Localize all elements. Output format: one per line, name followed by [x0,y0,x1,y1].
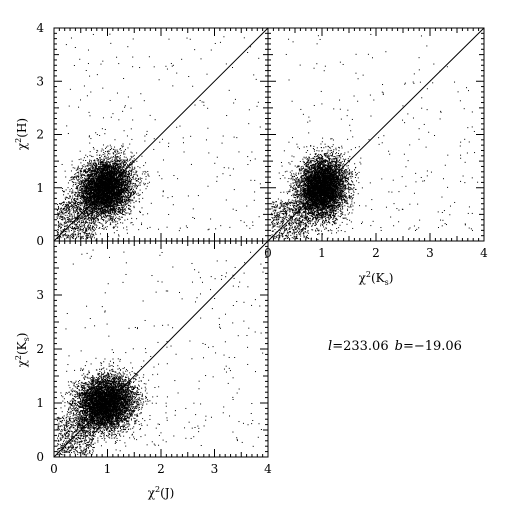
x-tick-label: 3 [426,246,434,260]
x-tick-label: 1 [104,462,112,476]
x-tick-label: 4 [264,462,272,476]
y-tick-label: 3 [36,74,44,88]
y-tick-label: 4 [36,21,44,35]
scatter-points [56,249,264,456]
x-tick-label: 1 [318,246,326,260]
y-tick-label: 3 [36,288,44,302]
xlabel-top-right: χ2(Ks) [359,270,394,287]
ylabel-top-left: χ2(H) [14,118,29,150]
x-tick-label: 4 [480,246,488,260]
y-tick-label: 0 [36,450,44,464]
x-tick-label: 0 [50,462,58,476]
y-tick-label: 0 [36,234,44,248]
x-tick-label: 3 [211,462,219,476]
coordinates-annotation: l=233.06 b=−19.06 [328,339,462,354]
y-tick-label: 2 [36,342,44,356]
x-tick-label: 2 [372,246,380,260]
x-tick-label: 2 [157,462,165,476]
xlabel-bottom-left: χ2(J) [148,485,175,500]
reference-line [53,240,269,458]
y-tick-label: 1 [36,396,44,410]
panel-top-left: 0 1 2 3 4 [36,21,269,248]
y-tick-label: 1 [36,181,44,195]
axis-ticks [53,240,269,458]
scatter-points [56,33,261,241]
scatter-points [270,33,479,241]
panel-bottom-left: 0 1 2 3 0 1 2 3 4 [36,240,272,476]
y-tick-label: 2 [36,128,44,142]
ylabel-bottom-left: χ2(Ks) [14,333,31,368]
